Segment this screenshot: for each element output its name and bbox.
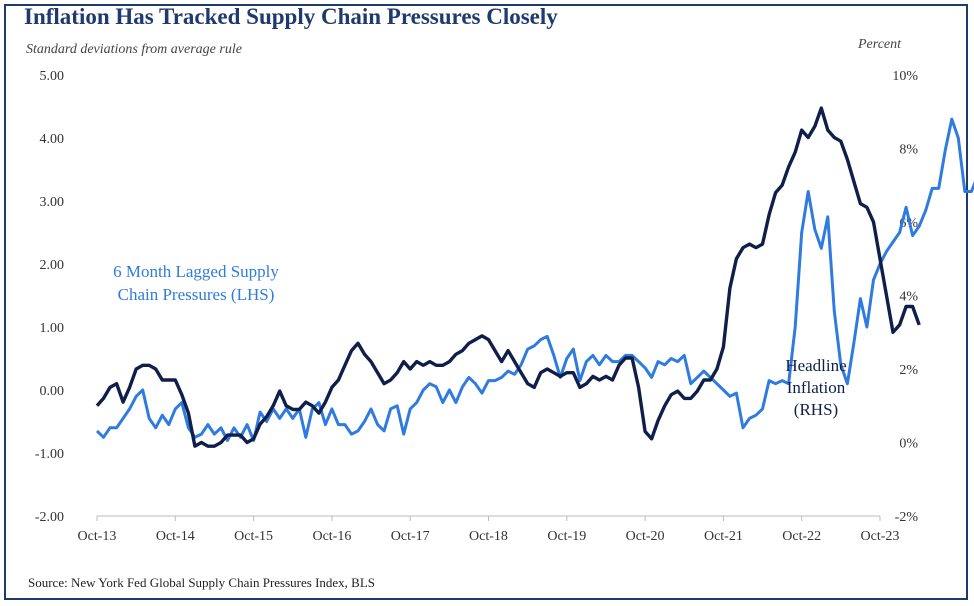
left-tick-label: 5.00 [40,69,65,84]
left-tick-label: 4.00 [40,132,65,147]
right-tick-label: 8% [899,143,918,158]
left-axis-ticks: -2.00 -1.00 0.00 1.00 2.00 3.00 4.00 5.00 [35,69,64,525]
left-axis-unit-label: Standard deviations from average rule [26,42,242,57]
left-tick-label: 0.00 [40,384,65,399]
supply-chain-annotation: 6 Month Lagged Supply Chain Pressures (LH… [113,262,279,304]
x-tick-label: Oct-20 [626,529,665,544]
annotations: 6 Month Lagged Supply Chain Pressures (LH… [113,262,847,419]
right-axis-unit-label: Percent [858,37,902,52]
x-tick-label: Oct-23 [861,529,900,544]
x-tick-label: Oct-17 [391,529,430,544]
right-tick-label: 10% [892,69,918,84]
x-tick-label: Oct-15 [234,529,273,544]
left-tick-label: 1.00 [40,321,65,336]
right-tick-label: 0% [899,437,918,452]
x-tick-label: Oct-13 [78,529,117,544]
supply-chain-pressures-line [95,117,974,442]
x-tick-label: Oct-14 [156,529,195,544]
source-note: Source: New York Fed Global Supply Chain… [28,575,376,590]
x-tick-label: Oct-19 [547,529,586,544]
left-tick-label: -2.00 [35,510,64,525]
x-tick-label: Oct-21 [704,529,743,544]
right-tick-label: 2% [899,363,918,378]
right-tick-label: 4% [899,290,918,305]
x-tick-label: Oct-22 [782,529,821,544]
headline-inflation-line [95,106,921,448]
x-tick-label: Oct-16 [312,529,351,544]
left-tick-label: 3.00 [40,195,65,210]
x-axis-ticks: Oct-13 Oct-14 Oct-15 Oct-16 Oct-17 Oct-18 Oct-… [78,516,900,544]
x-tick-label: Oct-18 [469,529,508,544]
right-tick-label: -2% [895,510,919,525]
series-lines [95,106,974,448]
left-tick-label: 2.00 [40,258,65,273]
chart-frame [4,4,968,600]
inflation-annotation: Headline Inflation (RHS) [785,356,846,419]
right-axis-ticks: -2%0%2%4%6%8%10% [892,69,918,525]
chart-title: Inflation Has Tracked Supply Chain Press… [24,4,558,29]
left-tick-label: -1.00 [35,447,64,462]
